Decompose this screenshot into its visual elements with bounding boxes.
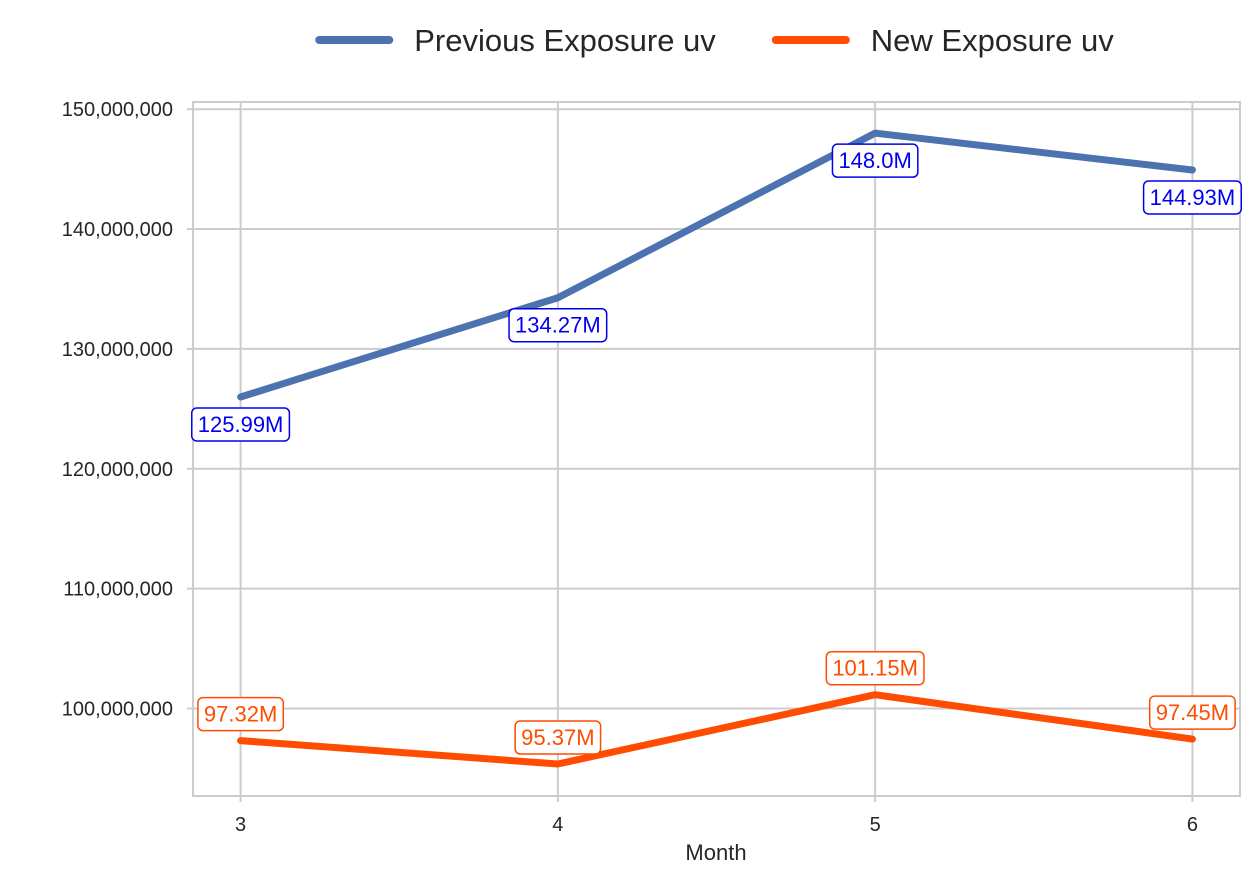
data-label-box	[197, 696, 285, 732]
data-label: 101.15M	[825, 650, 925, 686]
data-label: 125.99M	[191, 407, 291, 442]
x-axis-title: Month	[685, 840, 746, 865]
data-label-box	[1142, 180, 1242, 215]
data-label-text: 97.45M	[1156, 700, 1229, 725]
y-tick-label: 100,000,000	[62, 699, 173, 721]
x-tick-label: 5	[870, 814, 881, 836]
y-axis: 100,000,000 110,000,000 120,000,000 130,000…	[62, 99, 193, 721]
data-label-text: 148.0M	[838, 148, 911, 173]
y-tick-label: 110,000,000	[63, 579, 173, 601]
legend-label: Previous Exposure uv	[414, 23, 716, 58]
plot-frame	[192, 101, 1241, 797]
legend-label: New Exposure uv	[871, 23, 1114, 58]
x-axis: 3 4 5 6	[235, 796, 1198, 836]
legend-item: Previous Exposure uv	[315, 23, 716, 58]
data-label-text: 144.93M	[1150, 185, 1236, 210]
y-tick-label: 140,000,000	[62, 219, 173, 241]
grid	[193, 102, 1240, 796]
data-label-text: 95.37M	[521, 725, 594, 750]
y-tick-label: 130,000,000	[62, 339, 173, 361]
data-label-box	[831, 143, 919, 178]
y-tick-label: 150,000,000	[62, 99, 173, 121]
series-line	[237, 129, 1196, 401]
data-labels: 125.99M 134.27M 148.0M 144.93M 97.32M 95.37M 1…	[191, 143, 1242, 755]
x-tick-label: 4	[552, 814, 563, 836]
data-label-box	[1148, 695, 1236, 730]
data-label-text: 97.32M	[204, 702, 277, 727]
series	[237, 129, 1196, 768]
data-label-box	[514, 720, 602, 755]
x-tick-label: 6	[1187, 814, 1198, 836]
legend: Previous Exposure uv New Exposure uv	[315, 23, 1114, 58]
data-label-box	[191, 407, 291, 442]
y-tick-label: 120,000,000	[62, 459, 173, 481]
legend-item: New Exposure uv	[771, 23, 1114, 58]
data-label: 148.0M	[831, 143, 919, 178]
series-line	[237, 691, 1196, 768]
data-label: 97.32M	[197, 696, 285, 732]
data-label-box	[508, 307, 608, 343]
data-label-box	[825, 650, 925, 686]
data-label-text: 101.15M	[832, 656, 918, 681]
data-label-text: 125.99M	[198, 412, 284, 437]
data-label: 95.37M	[514, 720, 602, 755]
data-label-text: 134.27M	[515, 313, 601, 338]
data-label: 134.27M	[508, 307, 608, 343]
x-tick-label: 3	[235, 814, 246, 836]
data-label: 144.93M	[1142, 180, 1242, 215]
data-label: 97.45M	[1148, 695, 1236, 730]
